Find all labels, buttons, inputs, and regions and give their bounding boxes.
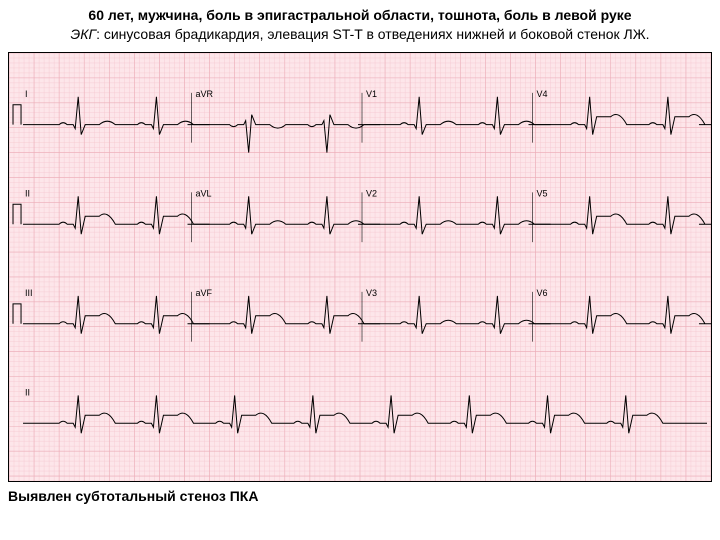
case-header: 60 лет, мужчина, боль в эпигастральной о… — [0, 0, 720, 48]
svg-text:I: I — [25, 89, 28, 99]
svg-text:aVR: aVR — [196, 89, 214, 99]
svg-text:aVF: aVF — [196, 288, 213, 298]
svg-text:III: III — [25, 288, 33, 298]
svg-text:V1: V1 — [366, 89, 377, 99]
diagnosis-text: Выявлен субтотальный стеноз ПКА — [8, 488, 258, 504]
ecg-prefix: ЭКГ — [70, 26, 96, 42]
ecg-strip: IaVR V1 V4 II aVL V2 V5 III aVF V3 V6 II — [8, 52, 712, 482]
svg-text:V4: V4 — [537, 89, 548, 99]
svg-text:V5: V5 — [537, 188, 548, 198]
svg-text:V6: V6 — [537, 288, 548, 298]
svg-text:II: II — [25, 188, 30, 198]
svg-text:aVL: aVL — [196, 188, 212, 198]
ecg-findings: : синусовая брадикардия, элевация ST-T в… — [96, 26, 649, 42]
header-line1: 60 лет, мужчина, боль в эпигастральной о… — [8, 6, 712, 25]
diagnosis-footer: Выявлен субтотальный стеноз ПКА — [0, 482, 720, 504]
svg-text:V2: V2 — [366, 188, 377, 198]
header-line2: ЭКГ: синусовая брадикардия, элевация ST-… — [8, 25, 712, 44]
ecg-svg: IaVR V1 V4 II aVL V2 V5 III aVF V3 V6 II — [9, 53, 711, 481]
svg-text:V3: V3 — [366, 288, 377, 298]
svg-text:II: II — [25, 387, 30, 397]
